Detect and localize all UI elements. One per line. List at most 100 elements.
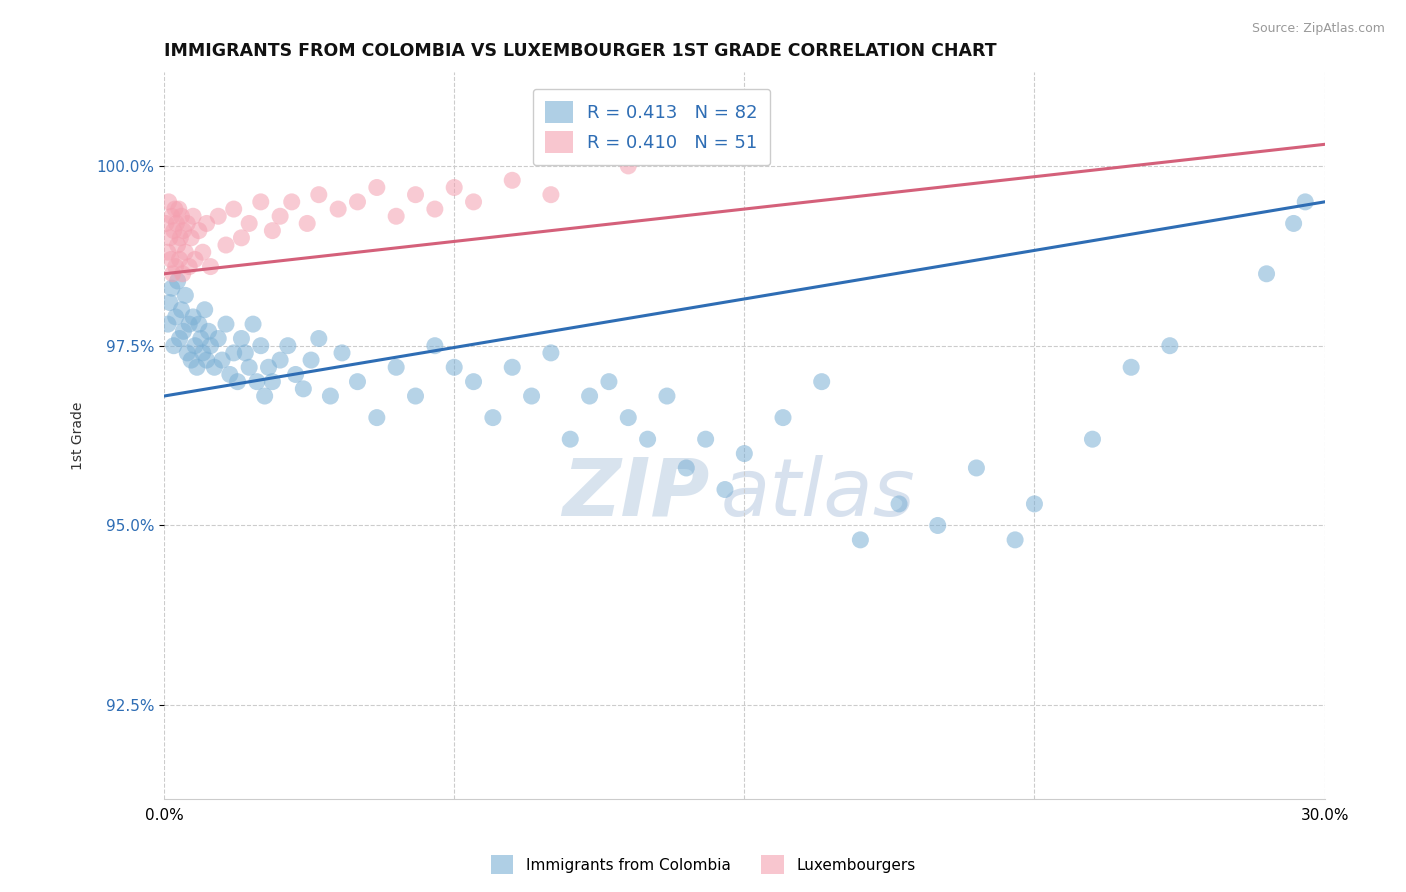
Point (200, 339, 222, 353)
Point (176, 346, 198, 360)
Point (249, 194, 271, 209)
Point (965, 461, 987, 475)
Point (540, 187, 562, 202)
Point (637, 432, 659, 446)
Point (501, 360, 523, 375)
Point (578, 389, 600, 403)
Point (190, 331, 212, 345)
Point (191, 346, 214, 360)
Text: ZIP: ZIP (562, 455, 710, 533)
Point (169, 252, 191, 267)
Point (423, 202, 446, 216)
Point (159, 295, 181, 310)
Point (1081, 432, 1104, 446)
Point (169, 331, 191, 345)
Point (655, 389, 678, 403)
Point (197, 324, 219, 338)
Point (172, 224, 194, 238)
Point (292, 382, 315, 396)
Point (242, 317, 264, 331)
Point (560, 432, 582, 446)
Point (207, 209, 229, 223)
Point (194, 302, 217, 317)
Y-axis label: 1st Grade: 1st Grade (72, 401, 86, 470)
Point (184, 252, 207, 267)
Point (163, 202, 186, 216)
Point (160, 209, 183, 223)
Point (156, 245, 179, 260)
Point (733, 446, 755, 460)
Point (927, 518, 949, 533)
Point (405, 187, 427, 202)
Point (308, 187, 330, 202)
Point (284, 368, 307, 382)
Point (423, 339, 446, 353)
Point (174, 288, 197, 302)
Point (269, 209, 291, 223)
Point (159, 231, 181, 245)
Point (180, 231, 202, 245)
Point (163, 339, 186, 353)
Point (1024, 497, 1046, 511)
Point (211, 353, 233, 368)
Point (166, 274, 188, 288)
Point (231, 231, 253, 245)
Point (186, 360, 208, 375)
Point (887, 497, 910, 511)
Point (308, 331, 330, 345)
Point (170, 302, 193, 317)
Point (195, 217, 218, 231)
Point (675, 461, 697, 475)
Point (346, 194, 368, 209)
Point (160, 252, 183, 267)
Point (160, 281, 183, 295)
Point (226, 375, 249, 389)
Legend: R = 0.413   N = 82, R = 0.410   N = 51: R = 0.413 N = 82, R = 0.410 N = 51 (533, 88, 770, 165)
Point (172, 267, 194, 281)
Point (162, 267, 184, 281)
Point (501, 173, 523, 187)
Point (167, 202, 190, 216)
Point (695, 145, 717, 159)
Point (202, 360, 225, 375)
Point (1294, 194, 1316, 209)
Point (195, 353, 218, 368)
Point (238, 360, 260, 375)
Point (170, 209, 193, 223)
Point (1004, 533, 1026, 547)
Point (246, 375, 269, 389)
Point (617, 159, 640, 173)
Point (191, 245, 214, 260)
Point (598, 375, 620, 389)
Point (295, 217, 318, 231)
Point (328, 202, 350, 216)
Point (330, 346, 353, 360)
Text: Source: ZipAtlas.com: Source: ZipAtlas.com (1251, 22, 1385, 36)
Point (155, 217, 177, 231)
Text: atlas: atlas (721, 455, 915, 533)
Point (280, 194, 302, 209)
Point (385, 360, 408, 375)
Point (366, 410, 388, 425)
Point (207, 331, 229, 345)
Point (238, 217, 260, 231)
Point (187, 317, 209, 331)
Point (463, 375, 485, 389)
Point (172, 324, 194, 338)
Point (187, 224, 209, 238)
Point (463, 194, 485, 209)
Point (218, 368, 240, 382)
Point (277, 339, 299, 353)
Point (385, 209, 408, 223)
Point (443, 360, 465, 375)
Point (443, 180, 465, 194)
Point (179, 317, 201, 331)
Point (540, 346, 562, 360)
Point (366, 180, 388, 194)
Point (299, 353, 322, 368)
Point (165, 310, 187, 324)
Point (179, 260, 201, 274)
Point (346, 375, 368, 389)
Point (215, 238, 238, 252)
Point (181, 209, 204, 223)
